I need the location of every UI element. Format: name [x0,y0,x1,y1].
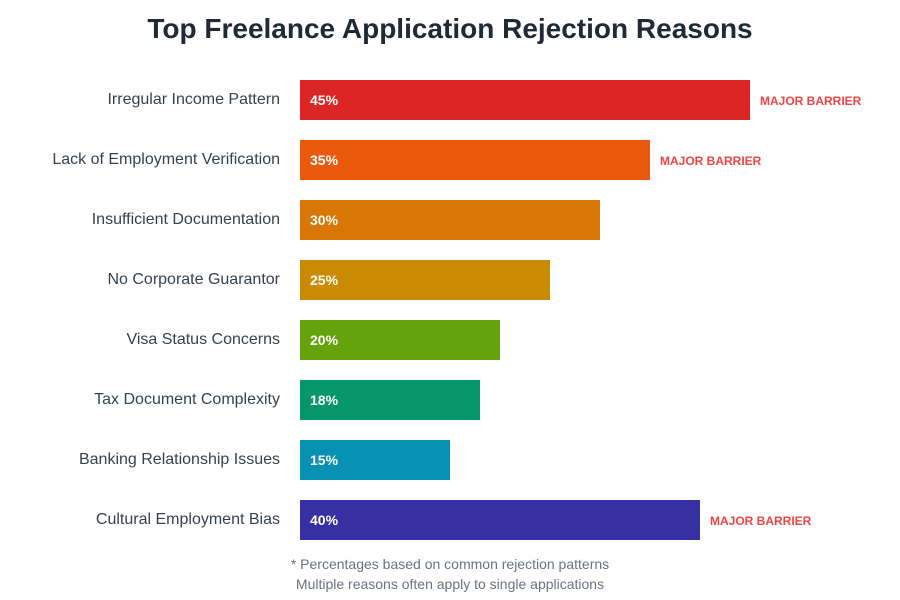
category-label: Cultural Employment Bias [95,511,280,528]
bar: 30% [300,200,600,240]
major-barrier-annotation: MAJOR BARRIER [710,514,812,528]
category-label: Visa Status Concerns [126,331,280,348]
bar: 25% [300,260,550,300]
footnote-2: Multiple reasons often apply to single a… [295,576,605,592]
value-label: 15% [310,452,339,468]
major-barrier-annotation: MAJOR BARRIER [660,154,762,168]
bar: 15% [300,440,450,480]
major-barrier-annotation: MAJOR BARRIER [760,94,862,108]
category-label: Lack of Employment Verification [52,151,280,168]
value-label: 20% [310,332,339,348]
bar: 40% [300,500,700,540]
bar: 20% [300,320,500,360]
category-label: Insufficient Documentation [91,211,280,228]
value-label: 18% [310,392,339,408]
bar: 45% [300,80,750,120]
footnote-1: * Percentages based on common rejection … [290,556,610,572]
category-label: Tax Document Complexity [94,391,280,408]
category-label: Banking Relationship Issues [78,451,280,468]
value-label: 40% [310,512,339,528]
category-label: Irregular Income Pattern [107,91,280,108]
value-label: 35% [310,152,339,168]
value-label: 45% [310,92,339,108]
category-label: No Corporate Guarantor [107,271,280,288]
chart-title: Top Freelance Application Rejection Reas… [147,13,753,44]
bar: 18% [300,380,480,420]
bar: 35% [300,140,650,180]
value-label: 25% [310,272,339,288]
value-label: 30% [310,212,339,228]
